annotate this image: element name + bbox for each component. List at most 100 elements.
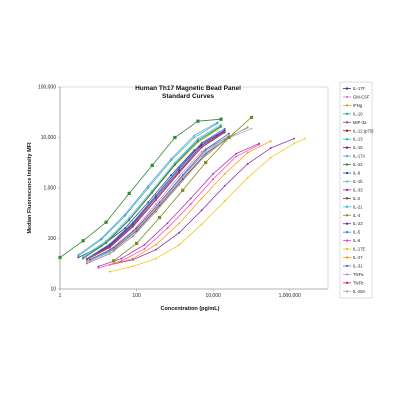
point-il-28a-7 — [246, 127, 249, 129]
point-tnfb-6 — [223, 131, 226, 134]
point-il-17a-4 — [170, 157, 173, 160]
series-line-il-6 — [98, 144, 260, 269]
x-tick-label-1: 100 — [132, 293, 141, 299]
point-gm-csf-4 — [178, 175, 181, 178]
point-il-33-2 — [143, 243, 146, 246]
point-il-22-5 — [197, 140, 199, 143]
highlight-marker-0-1 — [81, 239, 85, 243]
point-il-17a-6 — [216, 121, 219, 124]
legend-label-mip-3a: MIP-3a — [353, 120, 367, 125]
point-il-28a-2 — [132, 232, 134, 235]
point-il-17a-5 — [193, 134, 196, 137]
point-il-6-4 — [189, 203, 192, 206]
point-il-22-3 — [151, 191, 154, 194]
point-tnfa-4 — [181, 179, 184, 182]
legend-label-il-22: IL-22 — [353, 162, 363, 167]
point-il-28a-0 — [85, 261, 88, 264]
point-il-23-5 — [223, 185, 226, 187]
point-il-6-3 — [166, 227, 169, 230]
point-il-28a-4 — [178, 180, 181, 183]
point-tnfa-0 — [88, 261, 91, 264]
series-line-il-17e — [109, 138, 306, 273]
legend-marker-tnfb — [346, 281, 348, 284]
point-il-17e-1 — [132, 265, 134, 268]
point-il-21-5 — [204, 150, 207, 152]
point-il-17a-1 — [100, 237, 103, 240]
point-il-22-0 — [82, 257, 84, 260]
point-il-17e-8 — [293, 142, 295, 145]
point-il-22-2 — [128, 219, 131, 222]
point-il-2-2 — [132, 223, 134, 226]
legend-marker-il-23 — [346, 222, 348, 225]
point-il-23-6 — [246, 163, 249, 165]
point-il-5-4 — [178, 167, 181, 169]
legend-label-il-17a: IL-17A — [353, 154, 366, 159]
highlight-marker-0-7 — [219, 117, 223, 121]
legend-marker-il-21 — [346, 205, 348, 208]
point-il-1b-4 — [174, 161, 176, 164]
point-il-17e-7 — [269, 156, 272, 159]
legend-marker-il-28a — [346, 290, 348, 293]
highlight-marker-1-3 — [181, 188, 185, 192]
point-tnfa-7 — [250, 127, 253, 130]
point-il-5-3 — [155, 194, 157, 197]
point-il-1b-3 — [151, 189, 154, 192]
point-il-33-4 — [189, 197, 192, 200]
point-il-27-4 — [200, 197, 203, 200]
legend-marker-il-1b — [346, 180, 348, 183]
point-il-9-5 — [204, 148, 207, 151]
point-il-6-7 — [258, 143, 261, 146]
point-il-17f-3 — [147, 201, 150, 204]
point-il-17f-0 — [77, 256, 80, 259]
point-il-27-2 — [155, 243, 157, 246]
legend-label-tnfb: TNFb — [353, 280, 364, 285]
point-il-2-5 — [200, 144, 203, 147]
point-il-23-8 — [293, 137, 295, 140]
point-il-27-3 — [178, 222, 181, 225]
point-il-21-6 — [228, 134, 230, 137]
point-il-5-6 — [223, 127, 226, 130]
legend-label-gm-csf: GM-CSF — [353, 94, 370, 99]
point-il-12-p70-3 — [158, 204, 161, 207]
legend-label-il-1b: IL-1b — [353, 179, 363, 184]
highlight-markers — [58, 115, 253, 263]
legend-marker-il-17e — [346, 248, 348, 251]
legend-label-il-17f: IL-17F — [353, 86, 366, 91]
legend-label-il-12-p70: IL-12 (p70) — [353, 128, 374, 133]
point-il-10-0 — [77, 255, 80, 257]
legend-marker-tnfa — [346, 273, 348, 276]
point-tnfb-4 — [178, 171, 181, 174]
point-il-17e-6 — [246, 176, 249, 179]
series-line-il-33 — [98, 143, 260, 267]
point-il-33-3 — [166, 222, 169, 225]
legend: IL-17F GM-CSF IFNg IL-10 MIP-3a IL-12 (p70) IL… — [343, 86, 374, 294]
y-axis-ticks: 10 100 1,000 10,000 100,000 — [38, 85, 60, 293]
point-il-23-2 — [155, 248, 157, 251]
legend-marker-il-4 — [346, 214, 348, 217]
point-il-17e-9 — [304, 137, 306, 140]
x-tick-label-0: 1 — [59, 293, 62, 299]
point-il-28a-1 — [108, 251, 111, 253]
x-tick-label-3: 1,000,000 — [279, 293, 301, 299]
y-tick-label-0: 10 — [50, 287, 56, 293]
legend-label-il-17e: IL-17E — [353, 247, 366, 252]
legend-marker-il-27 — [346, 256, 348, 259]
point-tnfa-1 — [112, 250, 115, 253]
highlight-marker-1-1 — [135, 241, 139, 245]
point-il-1b-5 — [197, 137, 199, 140]
point-il-33-5 — [212, 173, 215, 175]
x-tick-label-2: 10,000 — [205, 293, 221, 299]
legend-label-il-15: IL-15 — [353, 145, 363, 150]
point-il-17f-4 — [170, 174, 173, 177]
legend-label-il-31: IL-31 — [353, 263, 363, 268]
point-il-23-7 — [269, 147, 272, 149]
point-tnfb-1 — [108, 246, 111, 249]
legend-label-il-23: IL-23 — [353, 221, 363, 226]
x-axis-label: Concentration (pg/mL) — [161, 306, 220, 312]
x-axis-ticks: 1 100 10,000 1,000,000 — [59, 289, 301, 299]
point-il-17e-2 — [155, 257, 157, 260]
highlight-line-0 — [59, 118, 222, 258]
legend-label-il-10: IL-10 — [353, 111, 363, 116]
point-il-10-3 — [147, 187, 150, 189]
point-il-33-6 — [235, 152, 238, 155]
